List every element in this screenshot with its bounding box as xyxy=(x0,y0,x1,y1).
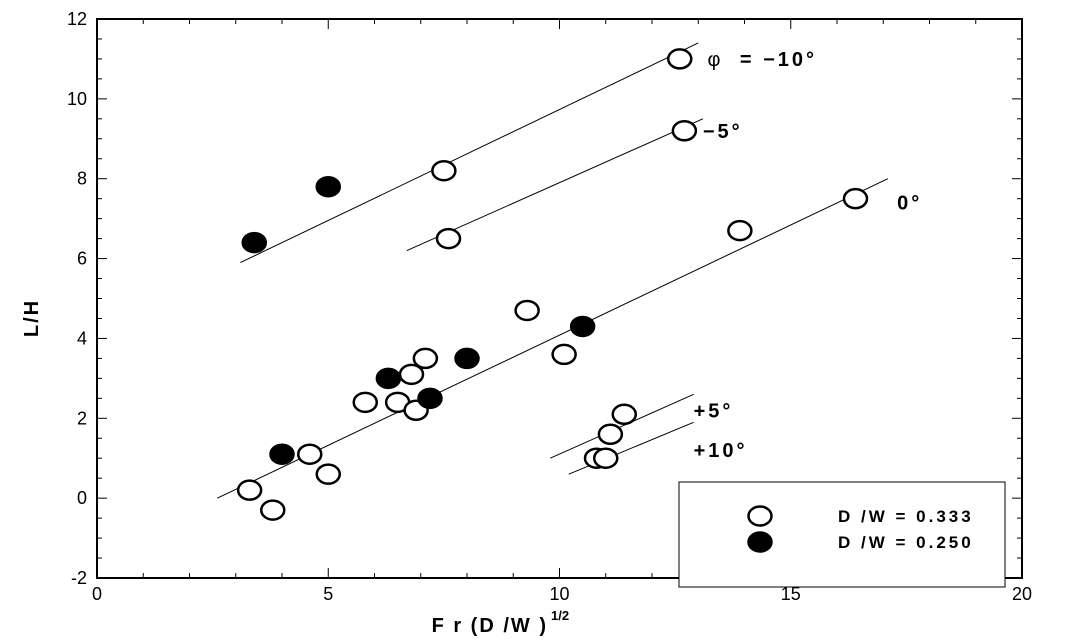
data-point-filled xyxy=(269,443,295,465)
y-tick-label: 4 xyxy=(77,328,87,348)
fit-line xyxy=(550,393,694,459)
data-point-open xyxy=(352,391,378,414)
data-point-open xyxy=(842,187,869,210)
y-tick-label: 10 xyxy=(67,89,87,109)
fit-line xyxy=(406,118,704,252)
x-axis-title-exponent: 1/2 xyxy=(551,608,569,623)
data-point-open xyxy=(593,447,619,469)
x-tick-label: 15 xyxy=(781,584,801,604)
legend: D /W = 0.333 D /W = 0.250 xyxy=(678,481,1006,588)
data-point-open xyxy=(551,343,577,366)
legend-marker-open xyxy=(747,505,773,527)
x-tick-label: 0 xyxy=(92,584,102,604)
data-point-open xyxy=(727,219,753,242)
data-point-filled xyxy=(375,367,402,390)
data-point-filled xyxy=(417,387,443,410)
line-annotation: φ xyxy=(708,49,724,71)
data-point-open xyxy=(236,479,263,501)
y-tick-label: 2 xyxy=(77,408,87,428)
data-point-filled xyxy=(569,315,596,338)
data-point-open xyxy=(398,363,425,386)
line-annotation: −5° xyxy=(703,121,743,143)
data-point-filled xyxy=(241,231,267,254)
data-point-open xyxy=(412,347,439,370)
x-axis-title: F r (D /W ) xyxy=(432,615,548,637)
data-point-filled xyxy=(315,175,341,198)
data-point-open xyxy=(435,227,462,250)
data-point-open xyxy=(611,403,637,426)
fit-line xyxy=(217,178,889,499)
fit-lines xyxy=(217,42,889,499)
line-annotation: +5° xyxy=(694,400,734,422)
x-tick-label: 5 xyxy=(323,584,333,604)
data-point-open xyxy=(514,299,540,322)
line-annotation: = −10° xyxy=(740,49,817,71)
data-point-open xyxy=(667,48,693,70)
y-tick-label: -2 xyxy=(71,568,87,588)
y-tick-label: 6 xyxy=(77,249,87,269)
legend-box xyxy=(678,481,1006,588)
data-point-open xyxy=(260,499,286,521)
x-tick-label: 20 xyxy=(1012,584,1032,604)
line-annotation: 0° xyxy=(897,193,922,215)
legend-label-open: D /W = 0.333 xyxy=(838,507,974,526)
x-tick-label: 10 xyxy=(549,584,569,604)
line-annotations: φ = −10° −5° 0° +5° +10° xyxy=(694,49,922,462)
data-point-open xyxy=(671,120,698,142)
data-point-filled xyxy=(454,347,480,370)
data-point-open xyxy=(297,443,323,465)
y-axis-title: L/H xyxy=(21,299,43,337)
fit-line xyxy=(568,421,694,475)
data-point-open xyxy=(431,159,457,182)
y-tick-label: 0 xyxy=(77,488,87,508)
legend-label-filled: D /W = 0.250 xyxy=(838,533,974,552)
y-tick-label: 12 xyxy=(67,9,87,29)
legend-marker-filled xyxy=(747,531,773,553)
y-tick-label: 8 xyxy=(77,169,87,189)
line-annotation: +10° xyxy=(694,440,748,462)
data-markers xyxy=(236,48,869,521)
data-point-open xyxy=(597,423,624,446)
fit-line xyxy=(240,42,699,264)
data-point-open xyxy=(315,463,341,485)
